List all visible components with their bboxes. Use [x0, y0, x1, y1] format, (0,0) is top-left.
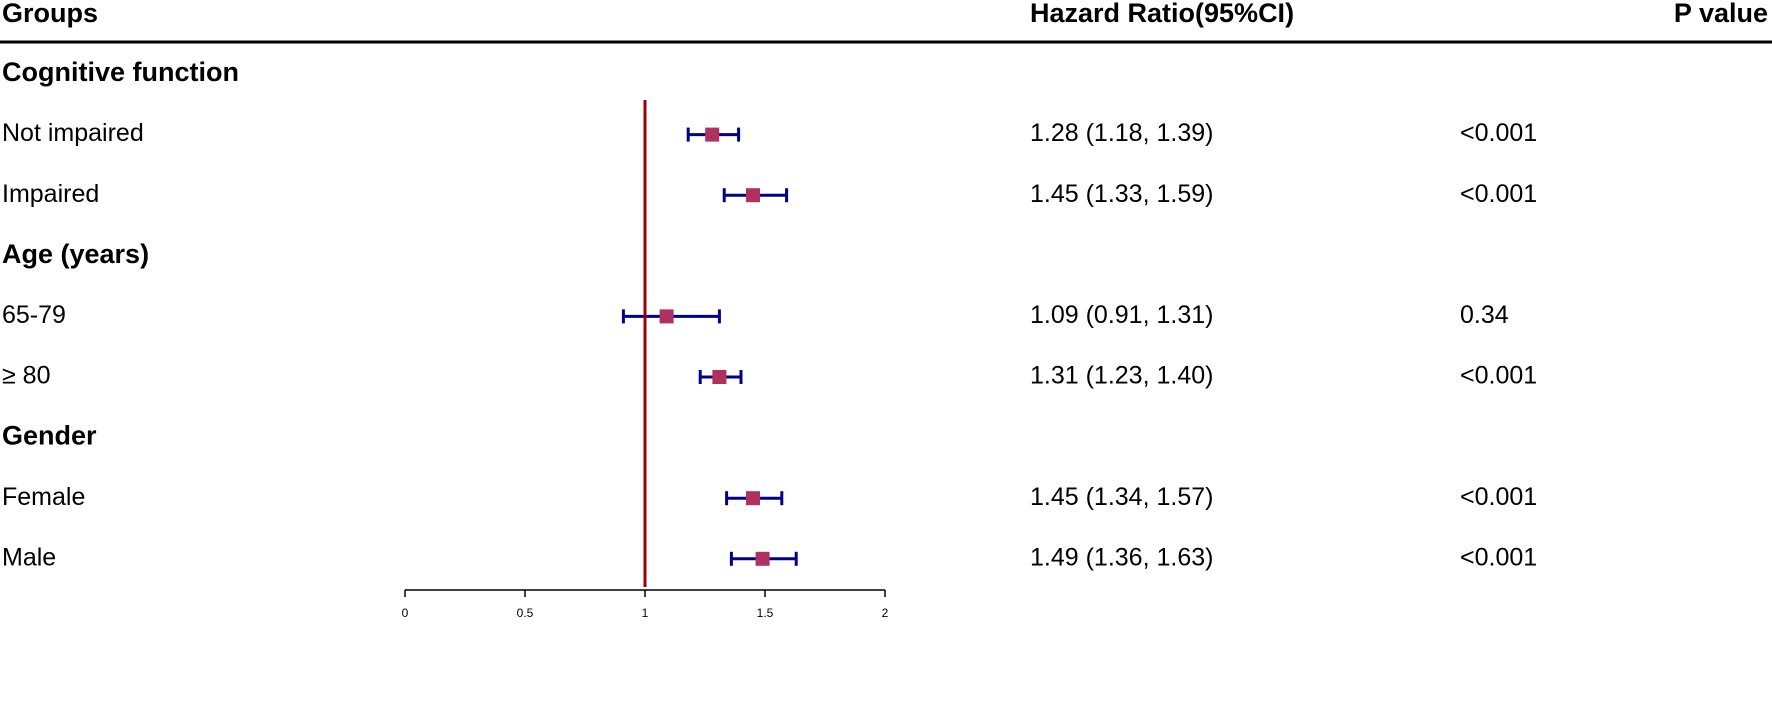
row-label: Female — [2, 483, 85, 511]
estimate-marker — [712, 370, 727, 384]
estimate-marker — [746, 188, 760, 203]
x-tick-label: 0 — [402, 606, 409, 620]
x-tick-label: 2 — [882, 606, 889, 620]
estimate-marker — [705, 127, 720, 142]
estimate-label: 1.31 (1.23, 1.40) — [1030, 362, 1213, 390]
estimate-marker — [746, 491, 760, 506]
estimate-label: 1.09 (0.91, 1.31) — [1030, 301, 1213, 329]
row-label: 65-79 — [2, 301, 66, 329]
estimate-label: 1.49 (1.36, 1.63) — [1030, 543, 1213, 571]
p-value: <0.001 — [1460, 362, 1537, 390]
x-tick-label: 1.5 — [757, 606, 774, 620]
row-label: Male — [2, 543, 56, 571]
header-estimate: Hazard Ratio(95%CI) — [1030, 0, 1294, 28]
estimate-marker — [659, 309, 674, 324]
section-title: Age (years) — [2, 239, 149, 269]
estimate-label: 1.28 (1.18, 1.39) — [1030, 119, 1213, 147]
estimate-label: 1.45 (1.34, 1.57) — [1030, 483, 1213, 511]
row-label: Impaired — [2, 180, 99, 208]
row-label: ≥ 80 — [2, 362, 50, 390]
header-groups: Groups — [2, 0, 98, 28]
row-label: Not impaired — [2, 119, 144, 147]
p-value: 0.34 — [1460, 301, 1509, 329]
p-value: <0.001 — [1460, 483, 1537, 511]
section-title: Gender — [2, 421, 97, 451]
estimate-label: 1.45 (1.33, 1.59) — [1030, 180, 1213, 208]
header-p: P value — [1674, 0, 1768, 28]
p-value: <0.001 — [1460, 180, 1537, 208]
x-tick-label: 1 — [642, 606, 649, 620]
section-title: Cognitive function — [2, 57, 239, 87]
p-value: <0.001 — [1460, 543, 1537, 571]
x-tick-label: 0.5 — [517, 606, 534, 620]
estimate-marker — [755, 551, 770, 566]
p-value: <0.001 — [1460, 119, 1537, 147]
